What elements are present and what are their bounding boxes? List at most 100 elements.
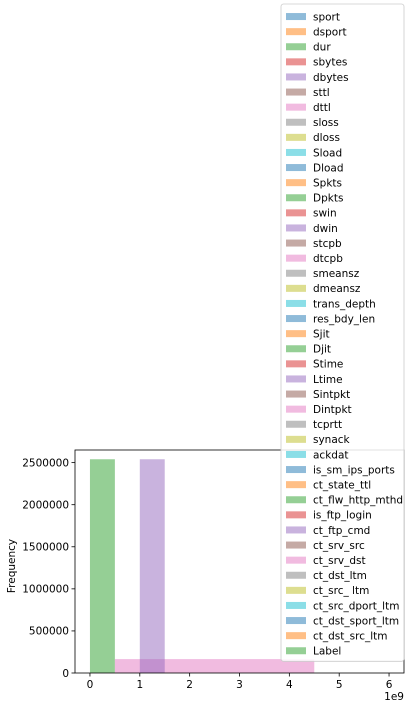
legend-label: Label [313,646,341,658]
legend-entry: Spkts [286,177,342,189]
legend-entry: ct_src_ ltm [286,585,369,597]
legend-label: Sjit [313,328,330,340]
legend-entry: dtcpb [286,253,343,265]
legend-swatch [286,13,306,21]
legend-label: ct_srv_src [313,540,365,552]
legend-swatch [286,632,306,640]
legend-swatch [286,405,306,413]
legend-label: ct_dst_ltm [313,570,367,582]
legend-entry: dwin [286,223,338,235]
legend-swatch [286,647,306,655]
legend-label: ct_src_ ltm [313,585,369,597]
legend-entry: Sintpkt [286,389,350,401]
legend-swatch [286,224,306,232]
legend-entry: Sjit [286,328,330,340]
y-tick-label: 2000000 [22,499,69,511]
legend-swatch [286,420,306,428]
legend-entry: synack [286,434,351,446]
legend-entry: Sload [286,147,342,159]
legend-swatch [286,43,306,51]
legend-entry: res_bdy_len [286,313,375,325]
legend-swatch [286,133,306,141]
legend-swatch [286,511,306,519]
legend-label: dbytes [313,72,349,84]
legend-label: is_sm_ips_ports [313,464,395,476]
legend-label: dur [313,42,331,54]
x-tick-label: 3 [236,679,243,691]
x-tick-label: 0 [87,679,94,691]
legend-entry: sloss [286,117,339,129]
legend-label: ct_dst_src_ltm [313,630,387,642]
legend-label: sttl [313,87,330,99]
legend-entry: ct_dst_src_ltm [286,630,387,642]
x-tick-label: 4 [286,679,293,691]
legend-label: dwin [313,223,338,235]
legend-swatch [286,284,306,292]
y-tick-label: 0 [62,668,69,680]
legend-label: Djit [313,344,331,356]
legend-entry: swin [286,208,337,220]
legend-swatch [286,239,306,247]
legend-entry: Ltime [286,374,343,386]
legend-label: dttl [313,102,331,114]
legend-swatch [286,315,306,323]
legend-label: sloss [313,117,339,129]
legend-entry: dmeansz [286,283,361,295]
legend-label: ct_state_ttl [313,479,371,491]
legend-label: dsport [313,26,347,38]
legend-swatch [286,118,306,126]
legend-entry: is_ftp_login [286,510,372,522]
legend-swatch [286,496,306,504]
legend-label: ct_dst_sport_ltm [313,615,399,627]
y-tick-label: 1000000 [22,584,69,596]
legend-label: dtcpb [313,253,343,265]
legend-label: Dpkts [313,193,343,205]
legend-swatch [286,209,306,217]
legend-label: Sload [313,147,342,159]
legend-entry: ct_srv_src [286,540,365,552]
bar-dur-0 [89,459,115,673]
legend-label: stcpb [313,238,342,250]
legend-entry: Dpkts [286,193,343,205]
legend-label: trans_depth [313,298,376,310]
legend-entry: ackdat [286,449,349,461]
legend-swatch [286,601,306,609]
y-axis-label: Frequency [6,539,18,593]
legend-swatch [286,345,306,353]
legend-label: res_bdy_len [313,313,375,325]
legend-swatch [286,541,306,549]
legend-entry: dur [286,42,331,54]
legend-swatch [286,194,306,202]
legend-entry: Djit [286,344,331,356]
legend-label: ct_srv_dst [313,555,366,567]
legend-entry: dttl [286,102,331,114]
legend-entry: is_sm_ips_ports [286,464,395,476]
legend-swatch [286,28,306,36]
y-tick-label: 500000 [29,626,69,638]
legend-label: smeansz [313,268,360,280]
x-tick-label: 5 [336,679,343,691]
legend-label: Dintpkt [313,404,352,416]
legend-entry: sbytes [286,57,347,69]
legend-entry: trans_depth [286,298,376,310]
legend-swatch [286,88,306,96]
legend-label: sbytes [313,57,347,69]
legend-entry: Stime [286,359,343,371]
legend-label: is_ftp_login [313,510,372,522]
legend-swatch [286,103,306,111]
legend-entry: ct_srv_dst [286,555,366,567]
legend-swatch [286,450,306,458]
y-tick-label: 1500000 [22,542,69,554]
legend-entry: dloss [286,132,340,144]
legend-label: ct_src_dport_ltm [313,600,399,612]
legend-swatch [286,617,306,625]
legend-swatch [286,586,306,594]
legend-label: dmeansz [313,283,361,295]
legend-label: Dload [313,162,344,174]
legend-label: sport [313,11,340,23]
legend-swatch [286,58,306,66]
legend-swatch [286,179,306,187]
legend-label: tcprtt [313,419,342,431]
legend-label: ct_ftp_cmd [313,525,370,537]
